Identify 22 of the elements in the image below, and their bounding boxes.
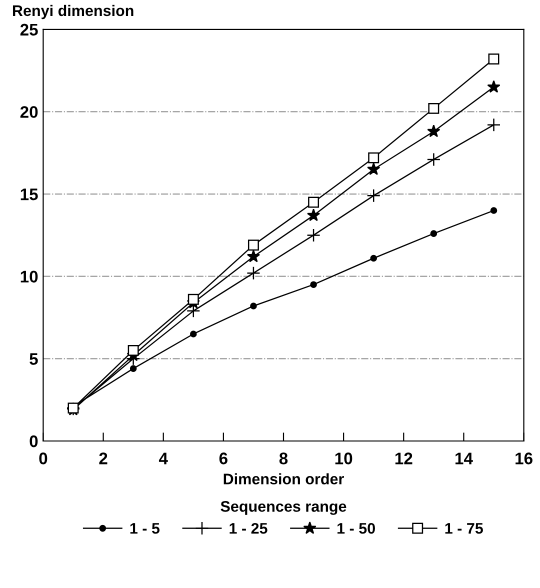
x-tick-label: 6 xyxy=(219,452,228,464)
x-tick-label: 8 xyxy=(279,452,288,464)
x-tick-label: 14 xyxy=(456,452,473,464)
y-tick-label: 10 xyxy=(20,270,38,283)
x-tick-label: 10 xyxy=(335,452,352,464)
y-tick-label: 20 xyxy=(20,106,38,118)
y-axis-title: Renyi dimension xyxy=(12,4,134,20)
y-tick-label: 0 xyxy=(30,435,38,448)
x-tick-label: 16 xyxy=(516,452,532,464)
x-tick-label: 12 xyxy=(395,452,412,464)
legend-label: 1 - 25 xyxy=(230,522,268,534)
x-axis-title: Dimension order xyxy=(224,473,344,484)
legend-title: Sequences range xyxy=(220,501,346,515)
y-tick-label: 25 xyxy=(20,24,38,36)
x-tick-label: 0 xyxy=(39,452,48,464)
y-tick-label: 5 xyxy=(30,353,38,365)
x-tick-label: 2 xyxy=(99,452,108,464)
y-tick-label: 15 xyxy=(20,188,38,200)
x-tick-label: 4 xyxy=(158,452,168,464)
legend-label: 1 - 75 xyxy=(445,523,483,534)
legend-label: 1 - 50 xyxy=(338,522,375,534)
legend-label: 1 - 5 xyxy=(130,523,160,534)
